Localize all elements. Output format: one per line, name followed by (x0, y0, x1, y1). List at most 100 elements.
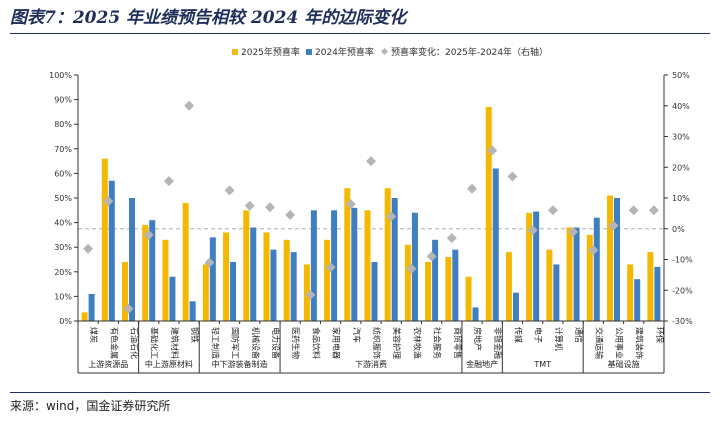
bar-2025 (101, 158, 108, 321)
x-category-label: 机械设备 (251, 327, 261, 359)
change-marker (184, 100, 195, 111)
bar-2025 (243, 210, 250, 321)
x-category-label: 非银金融 (493, 327, 503, 359)
bar-2024 (250, 227, 257, 321)
x-category-label: 钢铁 (190, 327, 200, 343)
right-tick-label: 10% (672, 194, 690, 203)
bar-2024 (553, 264, 560, 321)
bar-2025 (303, 264, 310, 321)
industry-groups: 上游资源品 中上游原材料 中下游装备制造 下游消费 金融地产 TMT 基础设施 (77, 321, 665, 374)
bar-2025 (263, 232, 270, 321)
x-category-label: 家用电器 (332, 327, 342, 359)
bar-chart: 2025年预喜率 2024年预喜率 预喜率变化：2025年-2024年（右轴） 0%… (49, 46, 693, 374)
bar-2024 (371, 261, 378, 321)
bar-2024 (573, 227, 580, 321)
left-tick-label: 20% (54, 268, 72, 277)
group-label: 中下游装备制造 (212, 359, 268, 369)
change-marker (285, 209, 296, 220)
title-rule (10, 33, 710, 34)
change-marker (426, 251, 437, 262)
bar-2024 (533, 211, 540, 321)
bar-2024 (189, 301, 196, 321)
change-marker (83, 243, 94, 254)
group-label: TMT (533, 360, 551, 369)
bar-2024 (512, 292, 519, 321)
legend-swatch-2025 (232, 49, 238, 55)
bar-2025 (425, 261, 432, 321)
bar-2025 (324, 239, 331, 321)
bar-2025 (566, 227, 573, 321)
left-tick-label: 80% (54, 120, 72, 129)
bar-2025 (182, 202, 189, 321)
change-marker (325, 262, 336, 273)
x-category-label: 社会服务 (433, 327, 443, 359)
bar-2025 (647, 252, 654, 321)
figure-title: 图表7：2025 年业绩预告相较 2024 年的边际变化 (10, 8, 407, 28)
x-category-label: 煤炭 (89, 327, 99, 343)
bar-2024 (169, 276, 176, 321)
right-tick-label: 30% (672, 133, 690, 142)
x-category-label: 交通运输 (594, 327, 604, 359)
bar-2024 (472, 307, 479, 321)
bar-2025 (384, 188, 391, 321)
bar-2025 (546, 249, 553, 321)
change-markers (83, 100, 659, 314)
x-category-label: 医药生物 (291, 327, 301, 359)
bar-2024 (331, 210, 338, 321)
bar-2025 (364, 210, 371, 321)
left-tick-label: 40% (54, 219, 72, 228)
x-tick-labels: 煤炭 有色金属 石油石化 基础化工 建筑材料 钢铁 轻工制造 国防军工 机械设备 电力设备 医药生物… (77, 321, 665, 359)
bar-2024 (88, 293, 95, 321)
legend-swatch-2024 (306, 49, 312, 55)
change-marker (244, 200, 255, 211)
bar-2024 (351, 207, 358, 321)
legend-label-2024: 2024年预喜率 (315, 46, 374, 58)
bar-2024 (432, 239, 439, 321)
left-tick-label: 90% (54, 96, 72, 105)
bar-2025 (465, 276, 472, 321)
change-marker (467, 183, 478, 194)
change-marker (264, 202, 275, 213)
bar-2024 (310, 210, 317, 321)
bar-2025 (627, 264, 634, 321)
change-marker (507, 171, 518, 182)
left-tick-label: 50% (54, 194, 72, 203)
change-marker (163, 176, 174, 187)
bar-2025 (223, 232, 230, 321)
left-tick-label: 100% (49, 71, 72, 80)
chart-legend: 2025年预喜率 2024年预喜率 预喜率变化：2025年-2024年（右轴） (232, 46, 548, 58)
x-category-label: 商贸零售 (453, 327, 463, 359)
bar-2024 (391, 198, 398, 321)
x-category-label: 轻工制造 (210, 327, 220, 359)
right-tick-label: 40% (672, 102, 690, 111)
right-tick-label: 20% (672, 163, 690, 172)
x-category-label: 有色金属 (109, 327, 119, 359)
change-marker (608, 220, 619, 231)
x-category-label: 房地产 (473, 327, 483, 351)
right-tick-label: -10% (672, 256, 693, 265)
bar-2025 (526, 212, 533, 321)
x-category-label: 计算机 (554, 327, 564, 351)
right-tick-label: 0% (672, 225, 685, 234)
bar-2025 (606, 195, 613, 321)
x-category-label: 环保 (655, 327, 665, 343)
change-marker (224, 185, 235, 196)
bar-2024 (613, 198, 620, 321)
bar-2025 (485, 106, 492, 321)
change-marker (345, 199, 356, 210)
right-tick-label: 50% (672, 71, 690, 80)
bar-2024 (270, 249, 277, 321)
bar-2024 (149, 220, 156, 321)
change-marker (568, 226, 579, 237)
group-label: 下游消费 (355, 359, 387, 369)
change-marker (143, 229, 154, 240)
bottom-rule (10, 392, 710, 393)
change-marker (386, 211, 397, 222)
x-category-label: 建筑装饰 (635, 327, 645, 359)
x-category-label: 公用事业 (614, 327, 624, 359)
bar-2025 (445, 257, 452, 321)
bar-2024 (290, 252, 297, 321)
bar-2025 (162, 239, 169, 321)
x-category-label: 建筑材料 (170, 327, 180, 359)
left-tick-label: 30% (54, 243, 72, 252)
